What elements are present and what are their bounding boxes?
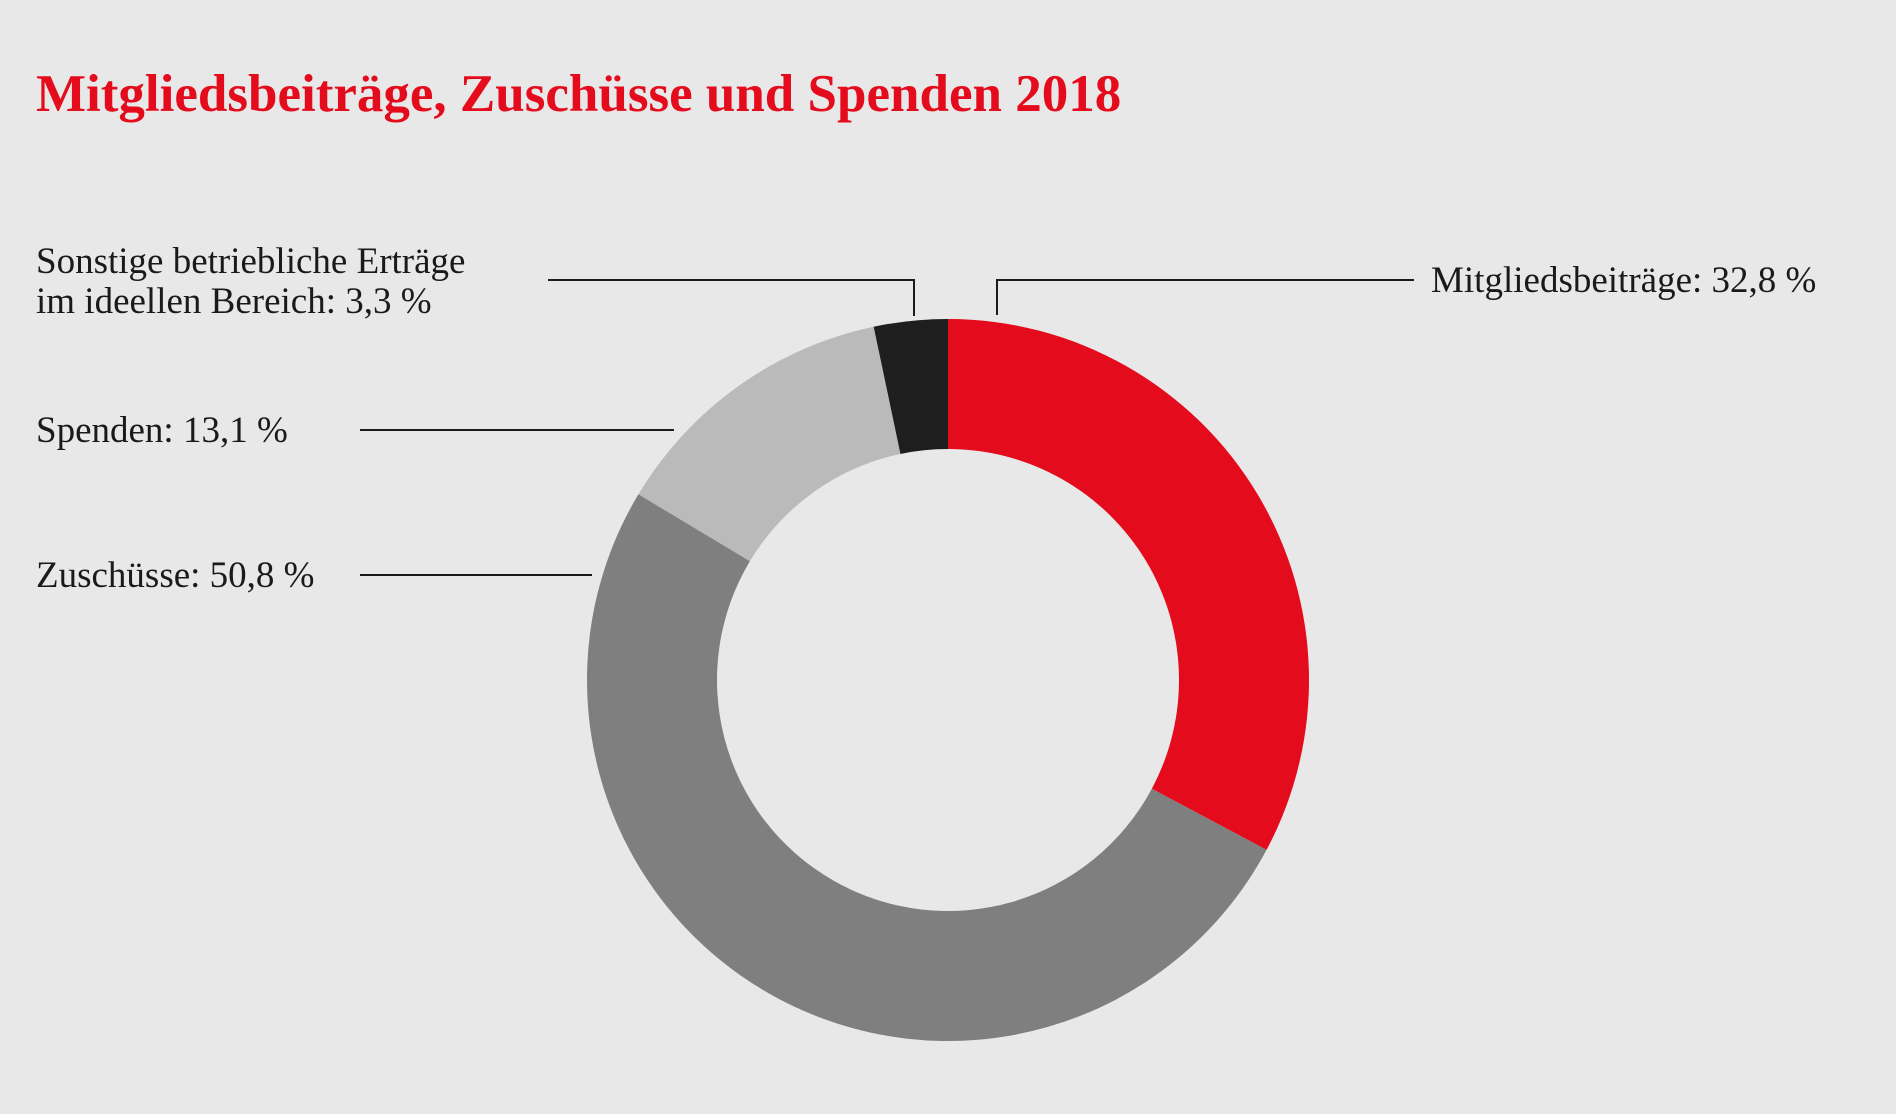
label-spenden: Spenden: 13,1 % xyxy=(36,410,288,451)
donut-slices xyxy=(587,319,1309,1041)
label-sonstige-line-1: Sonstige betriebliche Erträge xyxy=(36,241,465,282)
chart-title: Mitgliedsbeiträge, Zuschüsse und Spenden… xyxy=(36,65,1122,123)
leader-line-sonstige xyxy=(548,279,915,316)
donut-slice-0 xyxy=(948,319,1309,850)
donut-slice-1 xyxy=(587,494,1267,1041)
leader-line-mitgliedsbeitraege xyxy=(996,279,1414,315)
label-sonstige-line-2: im ideellen Bereich: 3,3 % xyxy=(36,281,432,322)
donut-slice-3 xyxy=(873,319,948,454)
label-zuschuesse: Zuschüsse: 50,8 % xyxy=(36,555,315,596)
donut-slice-2 xyxy=(638,326,901,562)
label-mitgliedsbeitraege: Mitgliedsbeiträge: 32,8 % xyxy=(1431,260,1816,301)
